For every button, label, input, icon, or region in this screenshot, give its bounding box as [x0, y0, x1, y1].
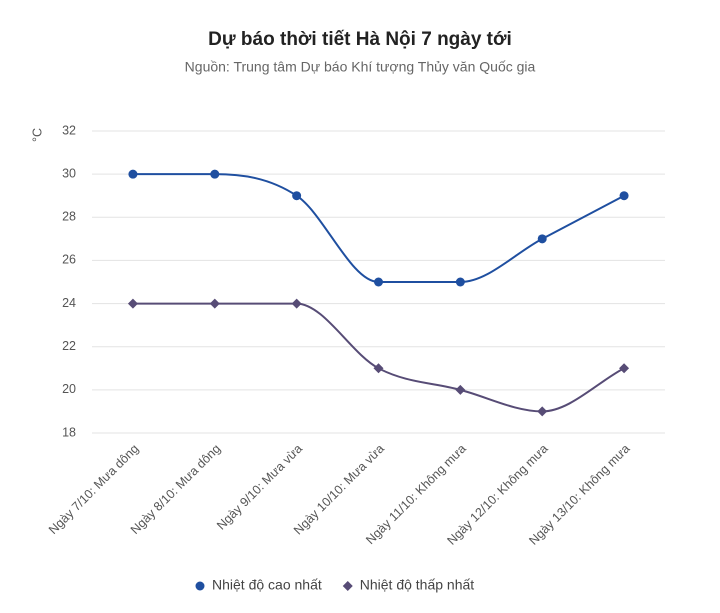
x-tick-label: Ngày 8/10: Mưa dông [128, 442, 223, 537]
y-tick-label: 18 [62, 425, 76, 439]
marker [292, 191, 302, 201]
y-tick-label: 26 [62, 253, 76, 267]
marker [619, 363, 630, 374]
legend-marker [342, 581, 353, 591]
y-tick-label: 30 [62, 166, 76, 180]
marker [455, 384, 466, 395]
x-tick-label: Ngày 7/10: Mưa dông [46, 442, 141, 537]
marker [291, 298, 302, 309]
y-unit: °C [30, 128, 44, 142]
marker [455, 277, 465, 287]
y-tick-label: 20 [62, 382, 76, 396]
chart-subtitle: Nguồn: Trung tâm Dự báo Khí tượng Thủy v… [185, 59, 536, 75]
marker [210, 169, 220, 179]
marker [128, 169, 138, 179]
marker [209, 298, 220, 309]
y-tick-label: 22 [62, 339, 76, 353]
marker [374, 277, 383, 287]
marker [537, 406, 548, 417]
chart-title: Dự báo thời tiết Hà Nội 7 ngày tới [208, 29, 512, 50]
y-tick-label: 24 [62, 296, 76, 310]
marker [127, 298, 138, 309]
line [132, 173, 625, 284]
legend-label: Nhiệt độ thấp nhất [360, 577, 475, 593]
y-tick-label: 32 [62, 123, 76, 137]
x-tick-label: Ngày 9/10: Mưa vừa [214, 442, 305, 533]
marker [373, 363, 384, 374]
line [132, 302, 625, 413]
legend-marker [195, 581, 205, 591]
marker [619, 191, 629, 201]
legend-label: Nhiệt độ cao nhất [212, 577, 322, 593]
y-tick-label: 28 [62, 210, 76, 224]
x-tick-label: Ngày 10/10: Mưa vừa [291, 442, 387, 538]
marker [537, 234, 547, 244]
